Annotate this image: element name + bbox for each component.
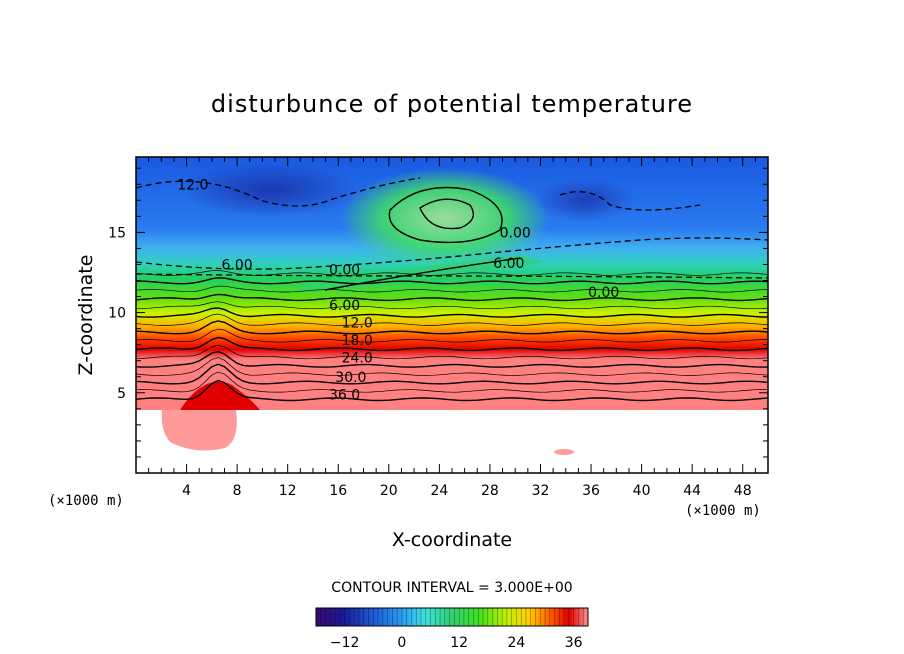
tongue-contour: [324, 257, 521, 291]
x-tick-label: 20: [380, 483, 398, 499]
plot-field: [136, 157, 768, 455]
y-tick-label: 15: [108, 225, 126, 241]
dashed-contour-upper: [136, 177, 421, 207]
colorbar-ticks: −12 0 12 24 36: [330, 635, 583, 651]
contour-label: 30.0: [335, 370, 366, 386]
y-axis-ticks: 5 10 15: [108, 167, 768, 458]
y-axis-label: Z-coordinate: [75, 255, 97, 376]
contour-line: [136, 344, 768, 360]
x-tick-label: 12: [279, 483, 297, 499]
x-tick-label: 44: [683, 483, 701, 499]
colorbar-tick-label: 0: [397, 635, 406, 651]
contour-line: [136, 350, 768, 368]
contour-lines: [136, 270, 768, 402]
contour-label: 18.0: [342, 333, 373, 349]
dashed-contour-right: [559, 191, 701, 211]
contour-line: [136, 363, 768, 385]
contour-label: 0.00: [588, 285, 619, 301]
negative-contours: [136, 177, 768, 279]
chart-title: disturbunce of potential temperature: [211, 90, 693, 118]
warm-blob-upper: [340, 168, 550, 268]
x-tick-label: 48: [734, 483, 752, 499]
contour-label: 6.00: [222, 258, 253, 274]
contour-label: 12.0: [342, 315, 373, 331]
y-tick-label: 5: [117, 386, 126, 402]
pink-spot: [554, 449, 574, 455]
colorbar-segments: [320, 608, 584, 626]
blob-contour-outer: [388, 186, 503, 244]
y-unit-label: (×1000 m): [48, 493, 124, 509]
contour-label: 12.0: [177, 177, 208, 193]
dashed-contour-base: [136, 273, 768, 279]
y-tick-label: 10: [108, 306, 126, 322]
contour-line: [136, 301, 768, 310]
x-tick-label: 8: [233, 483, 242, 499]
contour-labels: 12.06.00 0.000.006.000.006.0012.018.024.0…: [177, 177, 619, 404]
contour-line: [136, 277, 768, 285]
contour-line: [136, 270, 768, 276]
x-axis-ticks: 4 8 12 16 20 24 28 32 36 40 44 48: [148, 157, 756, 499]
dashed-contour-mid: [136, 237, 768, 270]
colorbar-tick-label: 36: [565, 635, 583, 651]
contour-label: 0.00: [329, 262, 360, 278]
contour-line: [136, 307, 768, 318]
x-tick-label: 24: [430, 483, 448, 499]
x-tick-label: 28: [481, 483, 499, 499]
terrain-bump: [180, 381, 260, 410]
x-tick-label: 32: [532, 483, 550, 499]
x-unit-label: (×1000 m): [685, 503, 761, 519]
contour-line: [136, 293, 768, 302]
pink-blob-lower: [161, 410, 237, 451]
contour-line: [136, 328, 768, 343]
dark-patch-right: [535, 178, 635, 222]
colorbar-tick-label: 24: [508, 635, 526, 651]
colorbar-fill: [315, 607, 589, 627]
contour-interval-text: CONTOUR INTERVAL = 3.000E+00: [331, 580, 572, 596]
contour-label: 6.00: [329, 298, 360, 314]
x-tick-label: 16: [329, 483, 347, 499]
contour-label: 24.0: [342, 351, 373, 367]
contour-label: 6.00: [493, 256, 524, 272]
contour-label: 36.0: [329, 388, 360, 404]
contour-line: [136, 379, 768, 402]
contour-label: 0.00: [500, 226, 531, 242]
contour-line: [136, 371, 768, 393]
blob-contour-inner: [419, 198, 474, 230]
contour-line: [136, 357, 768, 376]
colorbar-tick-label: 12: [450, 635, 468, 651]
contour-line: [136, 313, 768, 326]
x-tick-label: 40: [633, 483, 651, 499]
contour-line: [136, 336, 768, 352]
warm-blob-contours: [324, 186, 521, 291]
x-tick-label: 36: [582, 483, 600, 499]
colorbar-tick-label: −12: [330, 635, 360, 651]
contour-line: [136, 320, 768, 335]
x-axis-label: X-coordinate: [392, 529, 512, 551]
contour-line: [136, 285, 768, 293]
x-tick-label: 4: [182, 483, 191, 499]
colorbar: −12 0 12 24 36: [315, 607, 589, 651]
